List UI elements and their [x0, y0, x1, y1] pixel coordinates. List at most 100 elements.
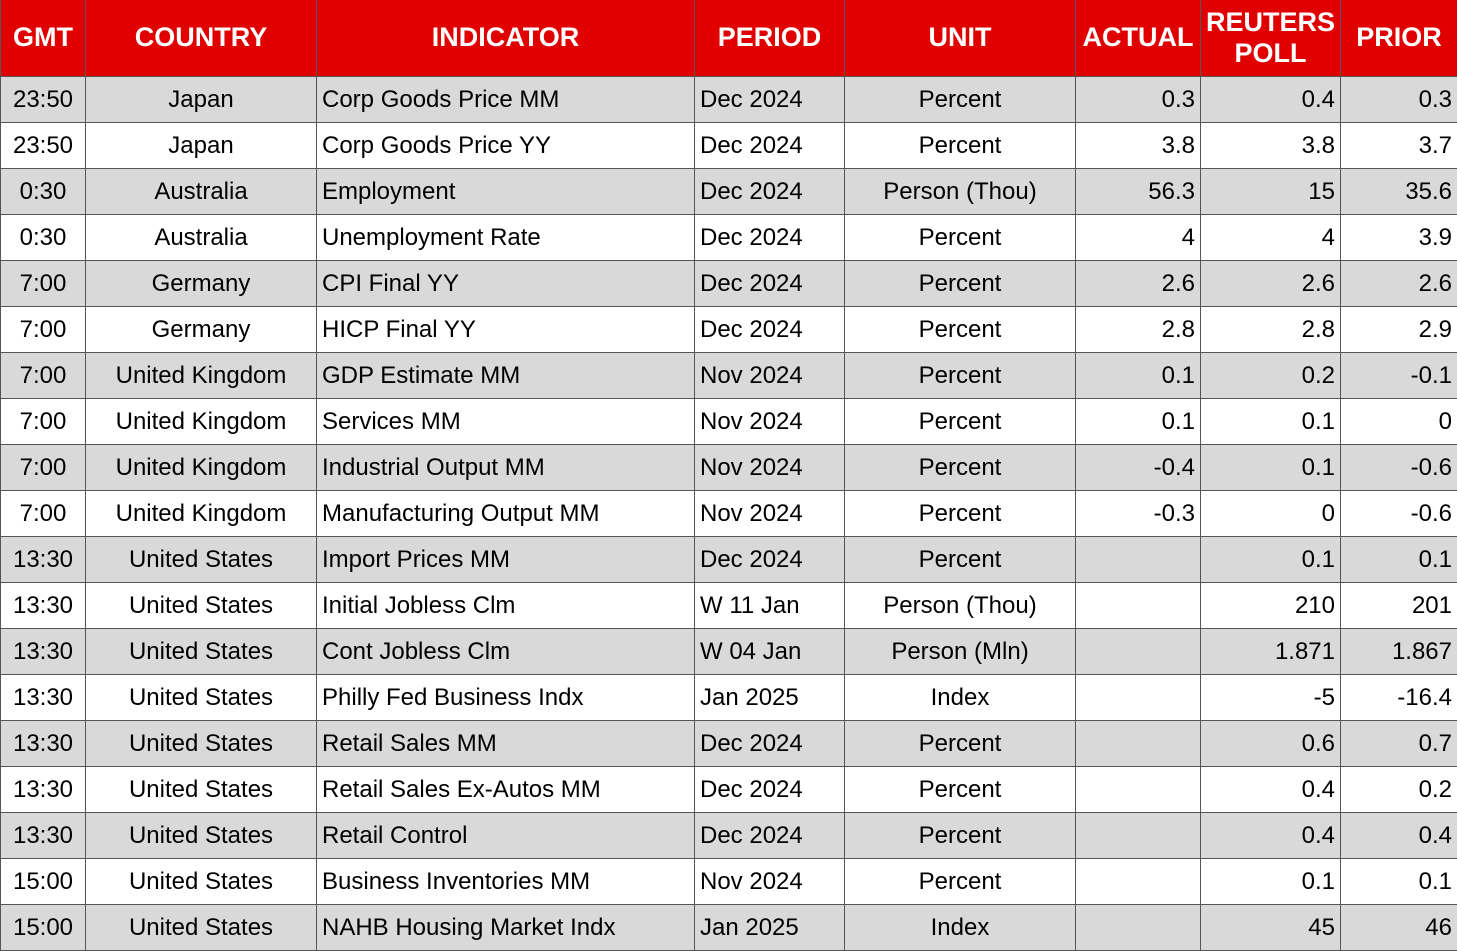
table-cell [1076, 905, 1201, 951]
table-cell: 0.1 [1201, 537, 1341, 583]
table-cell: NAHB Housing Market Indx [317, 905, 695, 951]
table-cell: Retail Sales MM [317, 721, 695, 767]
header-cell: REUTERS POLL [1201, 0, 1341, 77]
table-cell: 13:30 [1, 675, 86, 721]
header-cell: UNIT [845, 0, 1076, 77]
table-cell: 0.1 [1076, 353, 1201, 399]
table-cell: Person (Thou) [845, 583, 1076, 629]
table-cell: Germany [86, 307, 317, 353]
table-cell: 3.8 [1201, 123, 1341, 169]
table-cell: Dec 2024 [695, 721, 845, 767]
table-cell: Services MM [317, 399, 695, 445]
table-cell: United States [86, 675, 317, 721]
table-cell: 35.6 [1341, 169, 1457, 215]
table-cell: Corp Goods Price MM [317, 77, 695, 123]
table-cell: 13:30 [1, 767, 86, 813]
table-cell: United Kingdom [86, 353, 317, 399]
table-cell: 0.2 [1201, 353, 1341, 399]
table-cell: -0.6 [1341, 445, 1457, 491]
table-cell [1076, 721, 1201, 767]
table-cell: Dec 2024 [695, 169, 845, 215]
table-cell: 2.6 [1341, 261, 1457, 307]
table-cell: 7:00 [1, 261, 86, 307]
table-cell: 15:00 [1, 859, 86, 905]
table-cell: 1.867 [1341, 629, 1457, 675]
table-cell: 56.3 [1076, 169, 1201, 215]
table-cell: 7:00 [1, 445, 86, 491]
table-cell: Nov 2024 [695, 399, 845, 445]
table-cell: Cont Jobless Clm [317, 629, 695, 675]
table-cell: Dec 2024 [695, 215, 845, 261]
table-cell: Nov 2024 [695, 353, 845, 399]
table-cell: 0.4 [1201, 77, 1341, 123]
table-cell: 0.1 [1076, 399, 1201, 445]
table-cell: Percent [845, 307, 1076, 353]
table-cell: -16.4 [1341, 675, 1457, 721]
table-cell: -0.4 [1076, 445, 1201, 491]
table-cell: Japan [86, 77, 317, 123]
table-cell: 0.7 [1341, 721, 1457, 767]
table-cell: United States [86, 859, 317, 905]
table-cell: 15:00 [1, 905, 86, 951]
table-cell: Germany [86, 261, 317, 307]
header-cell: ACTUAL [1076, 0, 1201, 77]
table-cell: 4 [1201, 215, 1341, 261]
table-cell: Industrial Output MM [317, 445, 695, 491]
header-cell: PRIOR [1341, 0, 1457, 77]
table-cell: United Kingdom [86, 399, 317, 445]
table-cell: 7:00 [1, 491, 86, 537]
table-cell: Australia [86, 169, 317, 215]
table-cell: 13:30 [1, 583, 86, 629]
table-cell: 210 [1201, 583, 1341, 629]
table-cell: Percent [845, 445, 1076, 491]
table-cell: -0.6 [1341, 491, 1457, 537]
table-cell: Percent [845, 123, 1076, 169]
table-cell: -0.3 [1076, 491, 1201, 537]
table-cell: 23:50 [1, 123, 86, 169]
table-cell: 0.4 [1341, 813, 1457, 859]
table-cell: Percent [845, 813, 1076, 859]
table-cell: Initial Jobless Clm [317, 583, 695, 629]
table-cell: 0:30 [1, 169, 86, 215]
table-cell [1076, 537, 1201, 583]
table-cell: Employment [317, 169, 695, 215]
table-cell: Person (Mln) [845, 629, 1076, 675]
table-cell: 13:30 [1, 629, 86, 675]
table-cell: United States [86, 767, 317, 813]
table-cell: Percent [845, 77, 1076, 123]
table-cell: 23:50 [1, 77, 86, 123]
table-cell: Percent [845, 353, 1076, 399]
table-cell: 45 [1201, 905, 1341, 951]
table-cell: 2.8 [1201, 307, 1341, 353]
table-cell: United States [86, 813, 317, 859]
table-cell: Nov 2024 [695, 491, 845, 537]
table-cell: 3.7 [1341, 123, 1457, 169]
table-cell: Philly Fed Business Indx [317, 675, 695, 721]
table-cell: United Kingdom [86, 445, 317, 491]
table-cell: United States [86, 583, 317, 629]
table-cell: Retail Sales Ex-Autos MM [317, 767, 695, 813]
table-cell: Index [845, 905, 1076, 951]
table-cell: Nov 2024 [695, 859, 845, 905]
table-cell: 201 [1341, 583, 1457, 629]
table-cell: 0.6 [1201, 721, 1341, 767]
table-cell: 0.1 [1201, 859, 1341, 905]
table-cell: Retail Control [317, 813, 695, 859]
table-cell: United States [86, 905, 317, 951]
table-cell: 7:00 [1, 353, 86, 399]
table-cell: 0.4 [1201, 767, 1341, 813]
table-cell: 0.3 [1341, 77, 1457, 123]
table-cell: 4 [1076, 215, 1201, 261]
table-cell: Japan [86, 123, 317, 169]
header-cell: INDICATOR [317, 0, 695, 77]
table-cell: 3.8 [1076, 123, 1201, 169]
table-cell: CPI Final YY [317, 261, 695, 307]
table-cell: 13:30 [1, 813, 86, 859]
header-cell: GMT [1, 0, 86, 77]
table-cell [1076, 859, 1201, 905]
table-cell: 13:30 [1, 537, 86, 583]
table-cell: Dec 2024 [695, 307, 845, 353]
table-cell: 2.9 [1341, 307, 1457, 353]
table-cell: Jan 2025 [695, 905, 845, 951]
